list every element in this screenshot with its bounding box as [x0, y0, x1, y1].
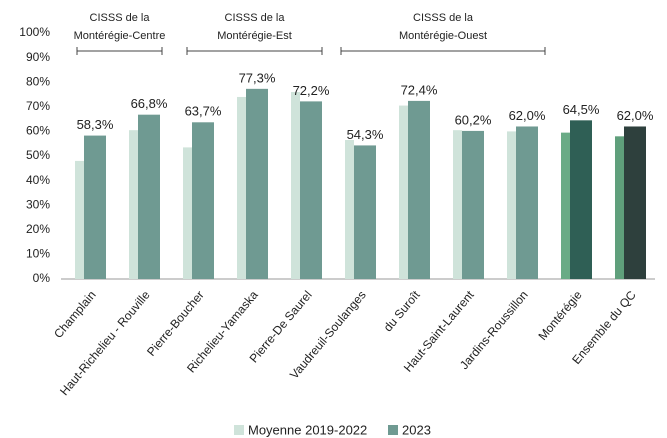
data-label: 77,3% — [239, 70, 276, 85]
bar — [561, 132, 570, 279]
bar — [516, 126, 538, 279]
bar — [345, 140, 354, 279]
x-tick-label: du Suroît — [381, 287, 423, 334]
y-tick-label: 40% — [26, 173, 50, 187]
y-tick-label: 70% — [26, 99, 50, 113]
data-label: 63,7% — [185, 104, 222, 119]
annotation: Montérégie-Est — [217, 30, 292, 42]
bar — [408, 100, 430, 279]
x-tick-label: Pierre-Boucher — [144, 288, 207, 359]
data-label: 62,0% — [617, 108, 654, 123]
legend-swatch — [234, 425, 244, 435]
bar — [507, 131, 516, 279]
legend-label: Moyenne 2019-2022 — [248, 422, 367, 437]
bar — [246, 88, 268, 279]
data-label: 60,2% — [455, 112, 492, 127]
bar — [570, 120, 592, 279]
bar — [183, 147, 192, 279]
y-tick-label: 60% — [26, 124, 50, 138]
bar — [624, 126, 646, 279]
x-tick-label: Haut-Richelieu - Rouville — [57, 288, 153, 398]
y-tick-label: 10% — [26, 247, 50, 261]
data-label: 72,2% — [293, 83, 330, 98]
y-tick-label: 100% — [19, 25, 50, 39]
y-tick-label: 30% — [26, 197, 50, 211]
data-label: 58,3% — [77, 117, 114, 132]
data-label: 66,8% — [131, 96, 168, 111]
y-tick-label: 80% — [26, 74, 50, 88]
bar — [138, 114, 160, 279]
bar — [84, 135, 106, 279]
data-label: 62,0% — [509, 108, 546, 123]
bar — [192, 122, 214, 279]
data-label: 64,5% — [563, 102, 600, 117]
legend-swatch — [388, 425, 398, 435]
y-tick-label: 20% — [26, 222, 50, 236]
x-tick-label: Montérégie — [535, 288, 585, 343]
x-tick-label: Champlain — [51, 288, 99, 341]
bar — [291, 92, 300, 279]
annotation: Montérégie-Centre — [74, 30, 166, 42]
bar — [615, 136, 624, 279]
y-tick-label: 0% — [33, 271, 51, 285]
annotation: CISSS de la — [225, 12, 286, 24]
annotation: CISSS de la — [90, 12, 151, 24]
bar — [300, 101, 322, 279]
bar — [462, 130, 484, 279]
y-tick-label: 90% — [26, 50, 50, 64]
annotation: Montérégie-Ouest — [399, 30, 487, 42]
legend-label: 2023 — [402, 422, 431, 437]
bar — [399, 105, 408, 279]
data-label: 72,4% — [401, 82, 438, 97]
y-tick-label: 50% — [26, 148, 50, 162]
bar — [75, 160, 84, 279]
data-label: 54,3% — [347, 127, 384, 142]
bar — [237, 96, 246, 280]
annotation: CISSS de la — [413, 12, 474, 24]
bar — [354, 145, 376, 279]
bar — [453, 130, 462, 279]
bar — [129, 130, 138, 279]
